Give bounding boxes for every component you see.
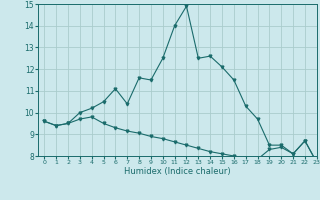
X-axis label: Humidex (Indice chaleur): Humidex (Indice chaleur) — [124, 167, 231, 176]
